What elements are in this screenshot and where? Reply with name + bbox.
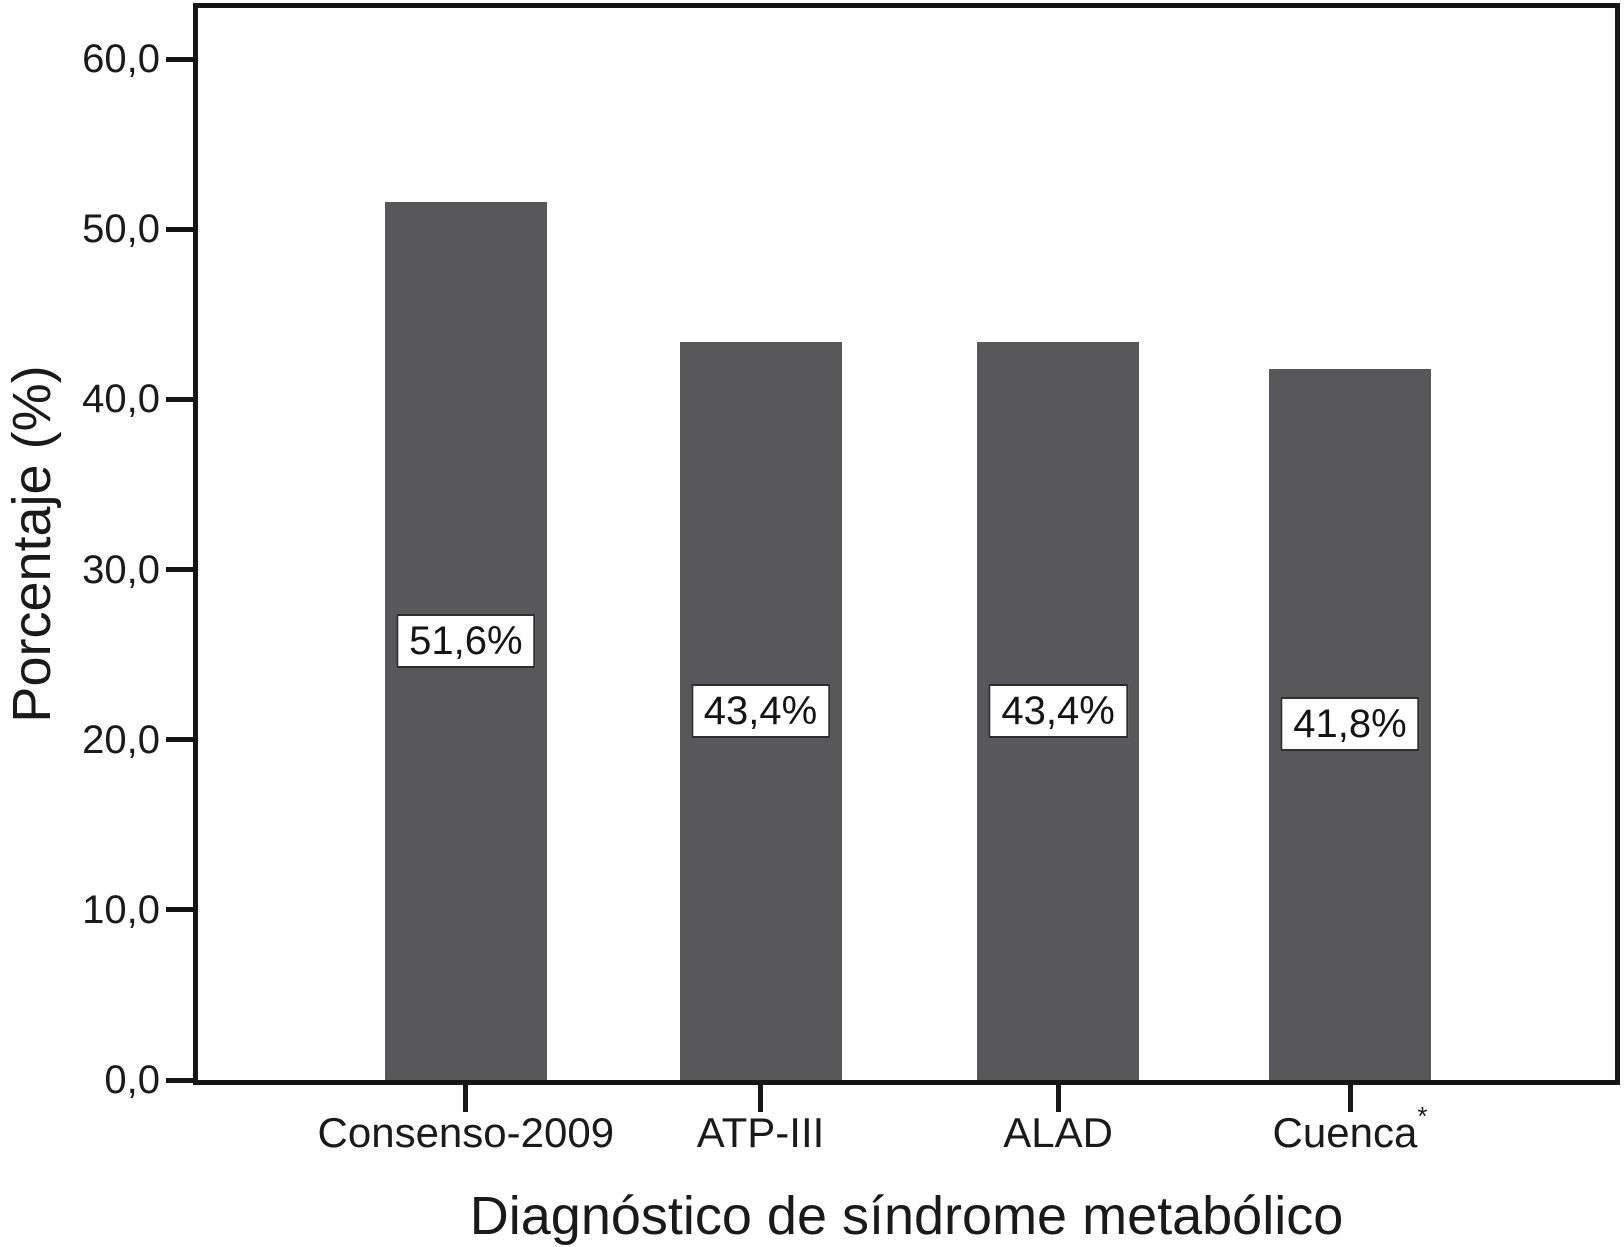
y-tick-mark [166,567,193,572]
y-tick-label: 50,0 [82,207,160,252]
value-label-atp-iii: 43,4% [690,683,831,738]
category-label-consenso-2009: Consenso-2009 [317,1109,615,1156]
y-tick-mark [166,396,193,402]
bars-layer: 51,6% 43,4% 43,4% 41,8% [198,8,1615,1080]
category-label-atp-iii: ATP-III [696,1109,825,1156]
y-tick-mark [166,1077,193,1083]
y-tick-mark [166,56,193,62]
value-label-consenso-2009: 51,6% [396,614,536,668]
value-label-cuenca: 41,8% [1280,697,1420,752]
category-superscript: * [1417,1101,1428,1131]
category-label-cuenca: Cuenca* [1272,1101,1428,1156]
value-label-alad: 43,4% [988,683,1128,738]
y-tick-label: 20,0 [82,717,160,762]
y-tick-label: 30,0 [82,547,160,592]
y-tick-label: 40,0 [82,377,160,422]
y-tick-mark [166,226,193,232]
y-tick-label: 60,0 [82,37,160,81]
x-tick-mark [1347,1085,1353,1112]
y-tick-mark [166,907,193,913]
x-tick-mark [1055,1085,1061,1112]
y-tick-mark [166,737,193,743]
x-tick-mark [463,1085,469,1112]
x-tick-mark [758,1085,763,1112]
x-axis-title: Diagnóstico de síndrome metabólico [469,1186,1344,1246]
plot-area: 51,6% 43,4% 43,4% 41,8% [193,3,1620,1085]
category-label-alad: ALAD [1003,1109,1113,1156]
y-tick-label: 0,0 [104,1058,160,1102]
y-tick-label: 10,0 [82,887,160,932]
